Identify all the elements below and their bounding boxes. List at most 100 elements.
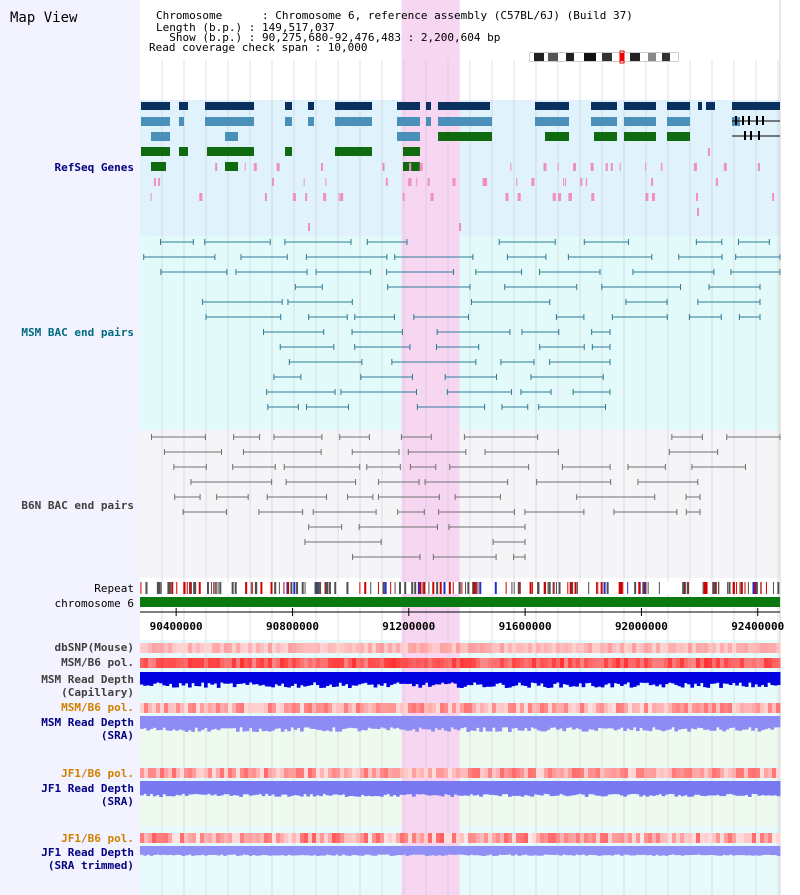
track-label-msm-b6-pol[interactable]: MSM/B6 pol. xyxy=(61,656,134,669)
msm-b6-pol2-heat-strip xyxy=(588,703,593,713)
msm-depth-capillary-bar xyxy=(223,672,227,684)
jf1-depth-trimmed-bar xyxy=(485,846,490,856)
jf1-depth-sra-bar xyxy=(629,781,634,794)
jf1-depth-trimmed-bar xyxy=(517,846,522,856)
track-label-dbsnp[interactable]: dbSNP(Mouse) xyxy=(54,641,134,654)
msm-depth-capillary-bar xyxy=(671,672,675,684)
dbsnp-heat-strip xyxy=(552,643,557,653)
refseq-fragment xyxy=(323,193,327,201)
msm-b6-pol2-heat-strip xyxy=(164,703,169,713)
msm-b6-pol-heat-strip xyxy=(292,658,297,668)
msm-depth-sra-bar xyxy=(415,716,419,732)
jf1-depth-sra-bar xyxy=(341,781,346,795)
jf1-b6-pol2-heat-strip xyxy=(176,833,181,843)
repeat-element xyxy=(459,582,461,594)
msm-depth-sra-bar xyxy=(488,716,493,732)
msm-depth-capillary-bar xyxy=(584,672,589,684)
msm-b6-pol2-heat-strip xyxy=(592,703,597,713)
msm-b6-pol-heat-strip xyxy=(308,658,313,668)
track-label-msm-depth-capillary[interactable]: MSM Read Depth xyxy=(41,673,134,686)
jf1-b6-pol2-heat-strip xyxy=(148,833,153,843)
msm-depth-capillary-bar xyxy=(728,672,733,685)
jf1-b6-pol-heat-strip xyxy=(616,768,621,778)
repeat-element xyxy=(467,582,470,594)
dbsnp-heat-strip xyxy=(716,643,721,653)
msm-b6-pol-heat-strip xyxy=(380,658,385,668)
repeat-element xyxy=(702,582,704,594)
jf1-b6-pol-heat-strip xyxy=(492,768,497,778)
gene-track-row-1 xyxy=(535,102,569,110)
refseq-fragment xyxy=(419,163,423,171)
repeat-element xyxy=(432,582,435,594)
track-label-jf1-b6-pol[interactable]: JF1/B6 pol. xyxy=(61,767,134,780)
track-label-jf1-b6-pol-2[interactable]: JF1/B6 pol. xyxy=(61,832,134,845)
ideogram-band xyxy=(602,53,612,61)
dbsnp-heat-strip xyxy=(448,643,453,653)
msm-depth-capillary-bar xyxy=(690,672,695,688)
chromosome-bar xyxy=(140,597,780,607)
repeat-element xyxy=(494,582,497,594)
jf1-b6-pol-heat-strip xyxy=(144,768,149,778)
track-label-msm-b6-pol-2[interactable]: MSM/B6 pol. xyxy=(61,701,134,714)
jf1-depth-sra-bar xyxy=(632,781,637,794)
jf1-depth-sra-bar xyxy=(776,781,781,797)
jf1-depth-sra-bar xyxy=(722,781,727,797)
jf1-depth-sra-bar xyxy=(533,781,538,795)
msm-depth-sra-bar xyxy=(152,716,157,728)
msm-depth-sra-bar xyxy=(530,716,535,728)
jf1-depth-sra-bar xyxy=(709,781,714,796)
msm-b6-pol-heat-strip xyxy=(384,658,389,668)
jf1-b6-pol-heat-strip xyxy=(384,768,389,778)
jf1-b6-pol2-heat-strip xyxy=(256,833,261,843)
msm-depth-capillary-bar xyxy=(693,672,698,684)
msm-b6-pol2-heat-strip xyxy=(208,703,213,713)
track-label-jf1-depth-trimmed[interactable]: JF1 Read Depth xyxy=(41,846,134,859)
track-label-b6n-bac[interactable]: B6N BAC end pairs xyxy=(21,499,134,512)
track-label-msm-bac[interactable]: MSM BAC end pairs xyxy=(21,326,134,339)
track-label-msm-depth-sra[interactable]: MSM Read Depth xyxy=(41,716,134,729)
msm-depth-capillary-bar xyxy=(348,672,352,688)
msm-b6-pol2-heat-strip xyxy=(216,703,221,713)
jf1-depth-trimmed-bar xyxy=(156,846,160,855)
jf1-depth-sra-bar xyxy=(280,781,285,795)
jf1-b6-pol2-heat-strip xyxy=(400,833,405,843)
repeat-element xyxy=(714,582,717,594)
repeat-element xyxy=(571,582,574,594)
jf1-b6-pol-heat-strip xyxy=(640,768,645,778)
msm-depth-capillary-bar xyxy=(658,672,663,685)
track-label-refseq-genes[interactable]: RefSeq Genes xyxy=(54,161,134,174)
jf1-b6-pol2-heat-strip xyxy=(380,833,385,843)
dbsnp-heat-strip xyxy=(624,643,629,653)
dbsnp-heat-strip xyxy=(520,643,525,653)
repeat-element xyxy=(301,582,304,594)
track-label-jf1-depth-sra[interactable]: JF1 Read Depth xyxy=(41,782,134,795)
msm-depth-capillary-bar xyxy=(527,672,531,688)
dbsnp-heat-strip xyxy=(248,643,253,653)
dbsnp-heat-strip xyxy=(572,643,577,653)
jf1-depth-sra-bar xyxy=(197,781,202,795)
msm-b6-pol-heat-strip xyxy=(276,658,281,668)
repeat-element xyxy=(622,582,624,594)
repeat-element xyxy=(404,582,407,594)
msm-b6-pol-heat-strip xyxy=(396,658,401,668)
track-label-msm-depth-capillary-sub: (Capillary) xyxy=(61,686,134,699)
refseq-fragment xyxy=(408,178,412,186)
msm-b6-pol2-heat-strip xyxy=(340,703,345,713)
msm-depth-sra-bar xyxy=(239,716,243,728)
dbsnp-heat-strip xyxy=(560,643,565,653)
msm-b6-pol-heat-strip xyxy=(448,658,453,668)
msm-depth-capillary-bar xyxy=(296,672,301,688)
msm-depth-sra-bar xyxy=(351,716,355,729)
jf1-b6-pol-heat-strip xyxy=(456,768,461,778)
jf1-depth-sra-bar xyxy=(204,781,208,795)
jf1-depth-trimmed-bar xyxy=(197,846,202,856)
jf1-depth-sra-bar xyxy=(405,781,410,795)
jf1-b6-pol-heat-strip xyxy=(152,768,157,778)
refseq-fragment xyxy=(772,193,775,201)
msm-b6-pol-heat-strip xyxy=(516,658,521,668)
jf1-b6-pol-heat-strip xyxy=(160,768,165,778)
dbsnp-heat-strip xyxy=(620,643,625,653)
dbsnp-heat-strip xyxy=(316,643,321,653)
jf1-b6-pol-heat-strip xyxy=(648,768,653,778)
dbsnp-heat-strip xyxy=(260,643,265,653)
